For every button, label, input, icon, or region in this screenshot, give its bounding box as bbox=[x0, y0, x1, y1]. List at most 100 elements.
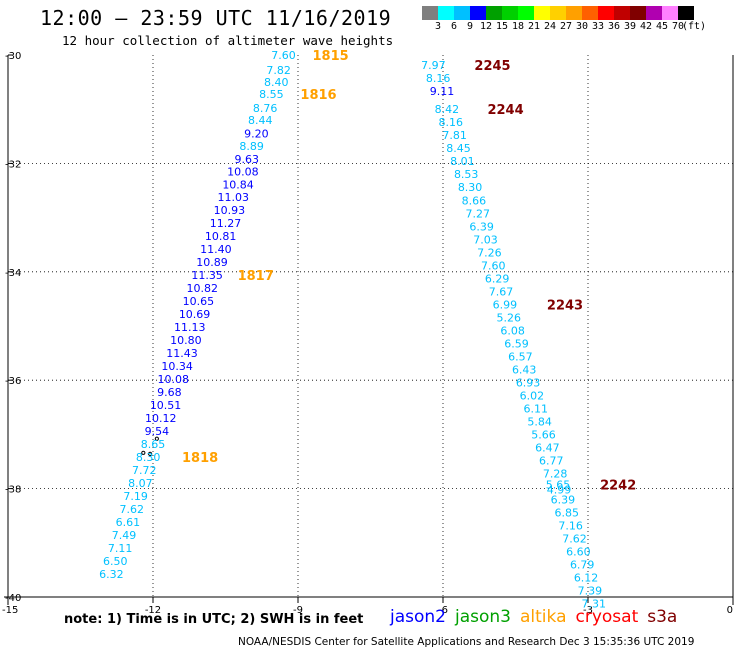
satellite-legend: jason2 jason3 altika cryosat s3a bbox=[390, 607, 686, 627]
y-tick-label: -32 bbox=[5, 159, 21, 170]
color-scale-label: 39 bbox=[623, 21, 637, 32]
wave-height-value: 6.11 bbox=[524, 402, 549, 415]
color-scale-label: 33 bbox=[591, 21, 605, 32]
wave-height-value: 7.19 bbox=[123, 490, 148, 503]
wave-height-value: 7.60 bbox=[271, 49, 296, 62]
color-scale-label: 12 bbox=[479, 21, 493, 32]
legend-item: jason3 bbox=[455, 607, 511, 627]
x-tick-label: -3 bbox=[583, 605, 593, 616]
wave-height-value: 6.99 bbox=[493, 298, 518, 311]
color-scale-swatch bbox=[582, 6, 598, 20]
land-points bbox=[141, 436, 159, 457]
color-scale-label: 45 bbox=[655, 21, 669, 32]
color-scale-swatch bbox=[502, 6, 518, 20]
wave-height-value: 11.27 bbox=[210, 217, 242, 230]
color-scale-label: 3 bbox=[434, 21, 442, 32]
color-scale-label: 9 bbox=[466, 21, 474, 32]
wave-height-value: 8.01 bbox=[450, 155, 475, 168]
color-scale-swatch bbox=[422, 6, 438, 20]
wave-height-value: 10.82 bbox=[187, 282, 219, 295]
wave-height-value: 9.68 bbox=[157, 386, 182, 399]
land-dot bbox=[154, 436, 159, 441]
color-scale-label: 6 bbox=[450, 21, 458, 32]
wave-height-value: 10.89 bbox=[196, 256, 228, 269]
color-scale-swatch bbox=[614, 6, 630, 20]
wave-height-value: 7.11 bbox=[108, 542, 133, 555]
wave-height-value: 11.13 bbox=[174, 321, 206, 334]
map-frame bbox=[4, 55, 734, 605]
color-scale-swatch bbox=[678, 6, 694, 20]
axis-ticks: -30-32-34-36-38-40-15 -12 -9 -6 -3 0 bbox=[2, 51, 734, 616]
color-scale-label: (ft) bbox=[681, 21, 707, 32]
wave-height-value: 10.80 bbox=[170, 334, 202, 347]
wave-height-value: 10.08 bbox=[158, 373, 190, 386]
color-scale-label: 21 bbox=[527, 21, 541, 32]
wave-height-value: 6.02 bbox=[520, 389, 545, 402]
wave-height-value: 6.08 bbox=[500, 324, 525, 337]
wave-height-value: 5.65 bbox=[546, 478, 571, 491]
wave-height-value: 8.16 bbox=[438, 116, 463, 129]
wave-height-value: 11.03 bbox=[217, 191, 249, 204]
color-scale-label: 70 bbox=[671, 21, 685, 32]
units-note: note: 1) Time is in UTC; 2) SWH is in fe… bbox=[64, 612, 364, 627]
color-scale-swatch bbox=[630, 6, 646, 20]
color-scale-label: 15 bbox=[495, 21, 509, 32]
color-scale-swatch bbox=[438, 6, 454, 20]
color-scale-labels: 3 6 9 12 15 18 21 24 27 30 33 36 39 42 45 70 (ft) bbox=[422, 21, 740, 33]
color-scale-label: 27 bbox=[559, 21, 573, 32]
wave-height-value: 7.16 bbox=[558, 519, 583, 532]
wave-height-value: 7.39 bbox=[578, 584, 603, 597]
wave-height-value: 7.81 bbox=[442, 129, 467, 142]
wave-height-value: 5.66 bbox=[531, 428, 556, 441]
color-scale-swatch bbox=[470, 6, 486, 20]
wave-height-value: 8.53 bbox=[454, 168, 479, 181]
x-tick-label: 0 bbox=[727, 605, 733, 616]
wave-height-value: 6.61 bbox=[116, 516, 141, 529]
legend-item: altika bbox=[520, 607, 567, 627]
wave-height-value: 6.59 bbox=[504, 337, 529, 350]
land-dot bbox=[141, 450, 146, 455]
wave-height-value: 8.30 bbox=[458, 181, 483, 194]
wave-height-value: 5.26 bbox=[496, 311, 521, 324]
wave-height-value: 7.26 bbox=[477, 246, 502, 259]
wave-height-value: 10.81 bbox=[205, 230, 237, 243]
color-scale-swatch bbox=[454, 6, 470, 20]
wave-height-value: 10.93 bbox=[214, 204, 246, 217]
color-scale-swatch bbox=[518, 6, 534, 20]
wave-height-value: 6.50 bbox=[103, 555, 128, 568]
credit-line: NOAA/NESDIS Center for Satellite Applica… bbox=[238, 636, 695, 648]
wave-height-value: 6.77 bbox=[539, 454, 564, 467]
wave-height-value: 6.93 bbox=[516, 376, 541, 389]
wave-height-value: 6.79 bbox=[570, 558, 595, 571]
legend-item: cryosat bbox=[575, 607, 639, 627]
land-dot bbox=[148, 451, 153, 457]
wave-height-value: 7.62 bbox=[562, 532, 587, 545]
color-scale-bar bbox=[422, 6, 694, 20]
orbit-rev-label: 1818 bbox=[182, 451, 218, 466]
map-title: 12:00 – 23:59 UTC 11/16/2019 bbox=[40, 6, 392, 30]
wave-height-value: 9.20 bbox=[244, 128, 269, 141]
wave-height-value: 8.55 bbox=[259, 88, 284, 101]
wave-height-value: 7.62 bbox=[119, 503, 144, 516]
color-scale-swatch bbox=[534, 6, 550, 20]
wave-height-value: 7.67 bbox=[489, 285, 514, 298]
color-scale-swatch bbox=[598, 6, 614, 20]
legend-item: jason2 bbox=[390, 607, 446, 627]
color-scale-label: 30 bbox=[575, 21, 589, 32]
wave-height-value: 10.69 bbox=[179, 308, 211, 321]
wave-height-value: 11.40 bbox=[200, 243, 232, 256]
wave-height-value: 11.43 bbox=[166, 347, 198, 360]
color-scale-label: 42 bbox=[639, 21, 653, 32]
wave-height-value: 6.57 bbox=[508, 350, 533, 363]
wave-height-value: 6.29 bbox=[485, 272, 510, 285]
x-tick-label: -12 bbox=[145, 605, 161, 616]
wave-height-value: 10.51 bbox=[150, 399, 182, 412]
wave-height-value: 4.99 bbox=[547, 484, 572, 497]
map-grid bbox=[8, 55, 733, 597]
map-subtitle: 12 hour collection of altimeter wave hei… bbox=[62, 33, 394, 48]
wave-height-value: 10.84 bbox=[222, 179, 254, 192]
orbit-rev-label: 2243 bbox=[547, 298, 583, 313]
wave-height-value: 8.40 bbox=[264, 76, 289, 89]
color-scale-label: 24 bbox=[543, 21, 557, 32]
